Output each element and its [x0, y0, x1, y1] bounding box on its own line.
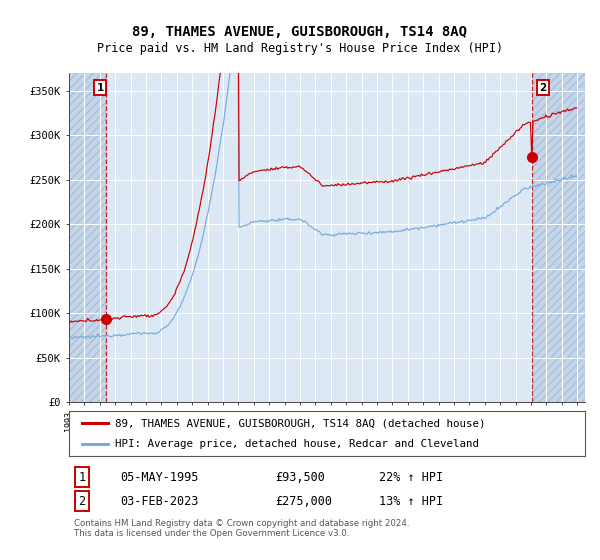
Text: 89, THAMES AVENUE, GUISBOROUGH, TS14 8AQ (detached house): 89, THAMES AVENUE, GUISBOROUGH, TS14 8AQ…	[115, 418, 486, 428]
Bar	[532, 73, 585, 403]
Text: Contains HM Land Registry data © Crown copyright and database right 2024.
This d: Contains HM Land Registry data © Crown c…	[74, 519, 410, 538]
Text: £275,000: £275,000	[275, 494, 332, 507]
Text: 03-FEB-2023: 03-FEB-2023	[121, 494, 199, 507]
Text: 13% ↑ HPI: 13% ↑ HPI	[379, 494, 443, 507]
Text: £93,500: £93,500	[275, 471, 325, 484]
Text: HPI: Average price, detached house, Redcar and Cleveland: HPI: Average price, detached house, Redc…	[115, 439, 479, 449]
Text: Price paid vs. HM Land Registry's House Price Index (HPI): Price paid vs. HM Land Registry's House …	[97, 42, 503, 55]
Bar	[69, 73, 106, 403]
Text: 89, THAMES AVENUE, GUISBOROUGH, TS14 8AQ: 89, THAMES AVENUE, GUISBOROUGH, TS14 8AQ	[133, 25, 467, 39]
Text: 2: 2	[539, 83, 547, 92]
Text: 22% ↑ HPI: 22% ↑ HPI	[379, 471, 443, 484]
Text: 1: 1	[79, 471, 85, 484]
Text: 1: 1	[97, 83, 104, 92]
Text: 2: 2	[79, 494, 85, 507]
Text: 05-MAY-1995: 05-MAY-1995	[121, 471, 199, 484]
